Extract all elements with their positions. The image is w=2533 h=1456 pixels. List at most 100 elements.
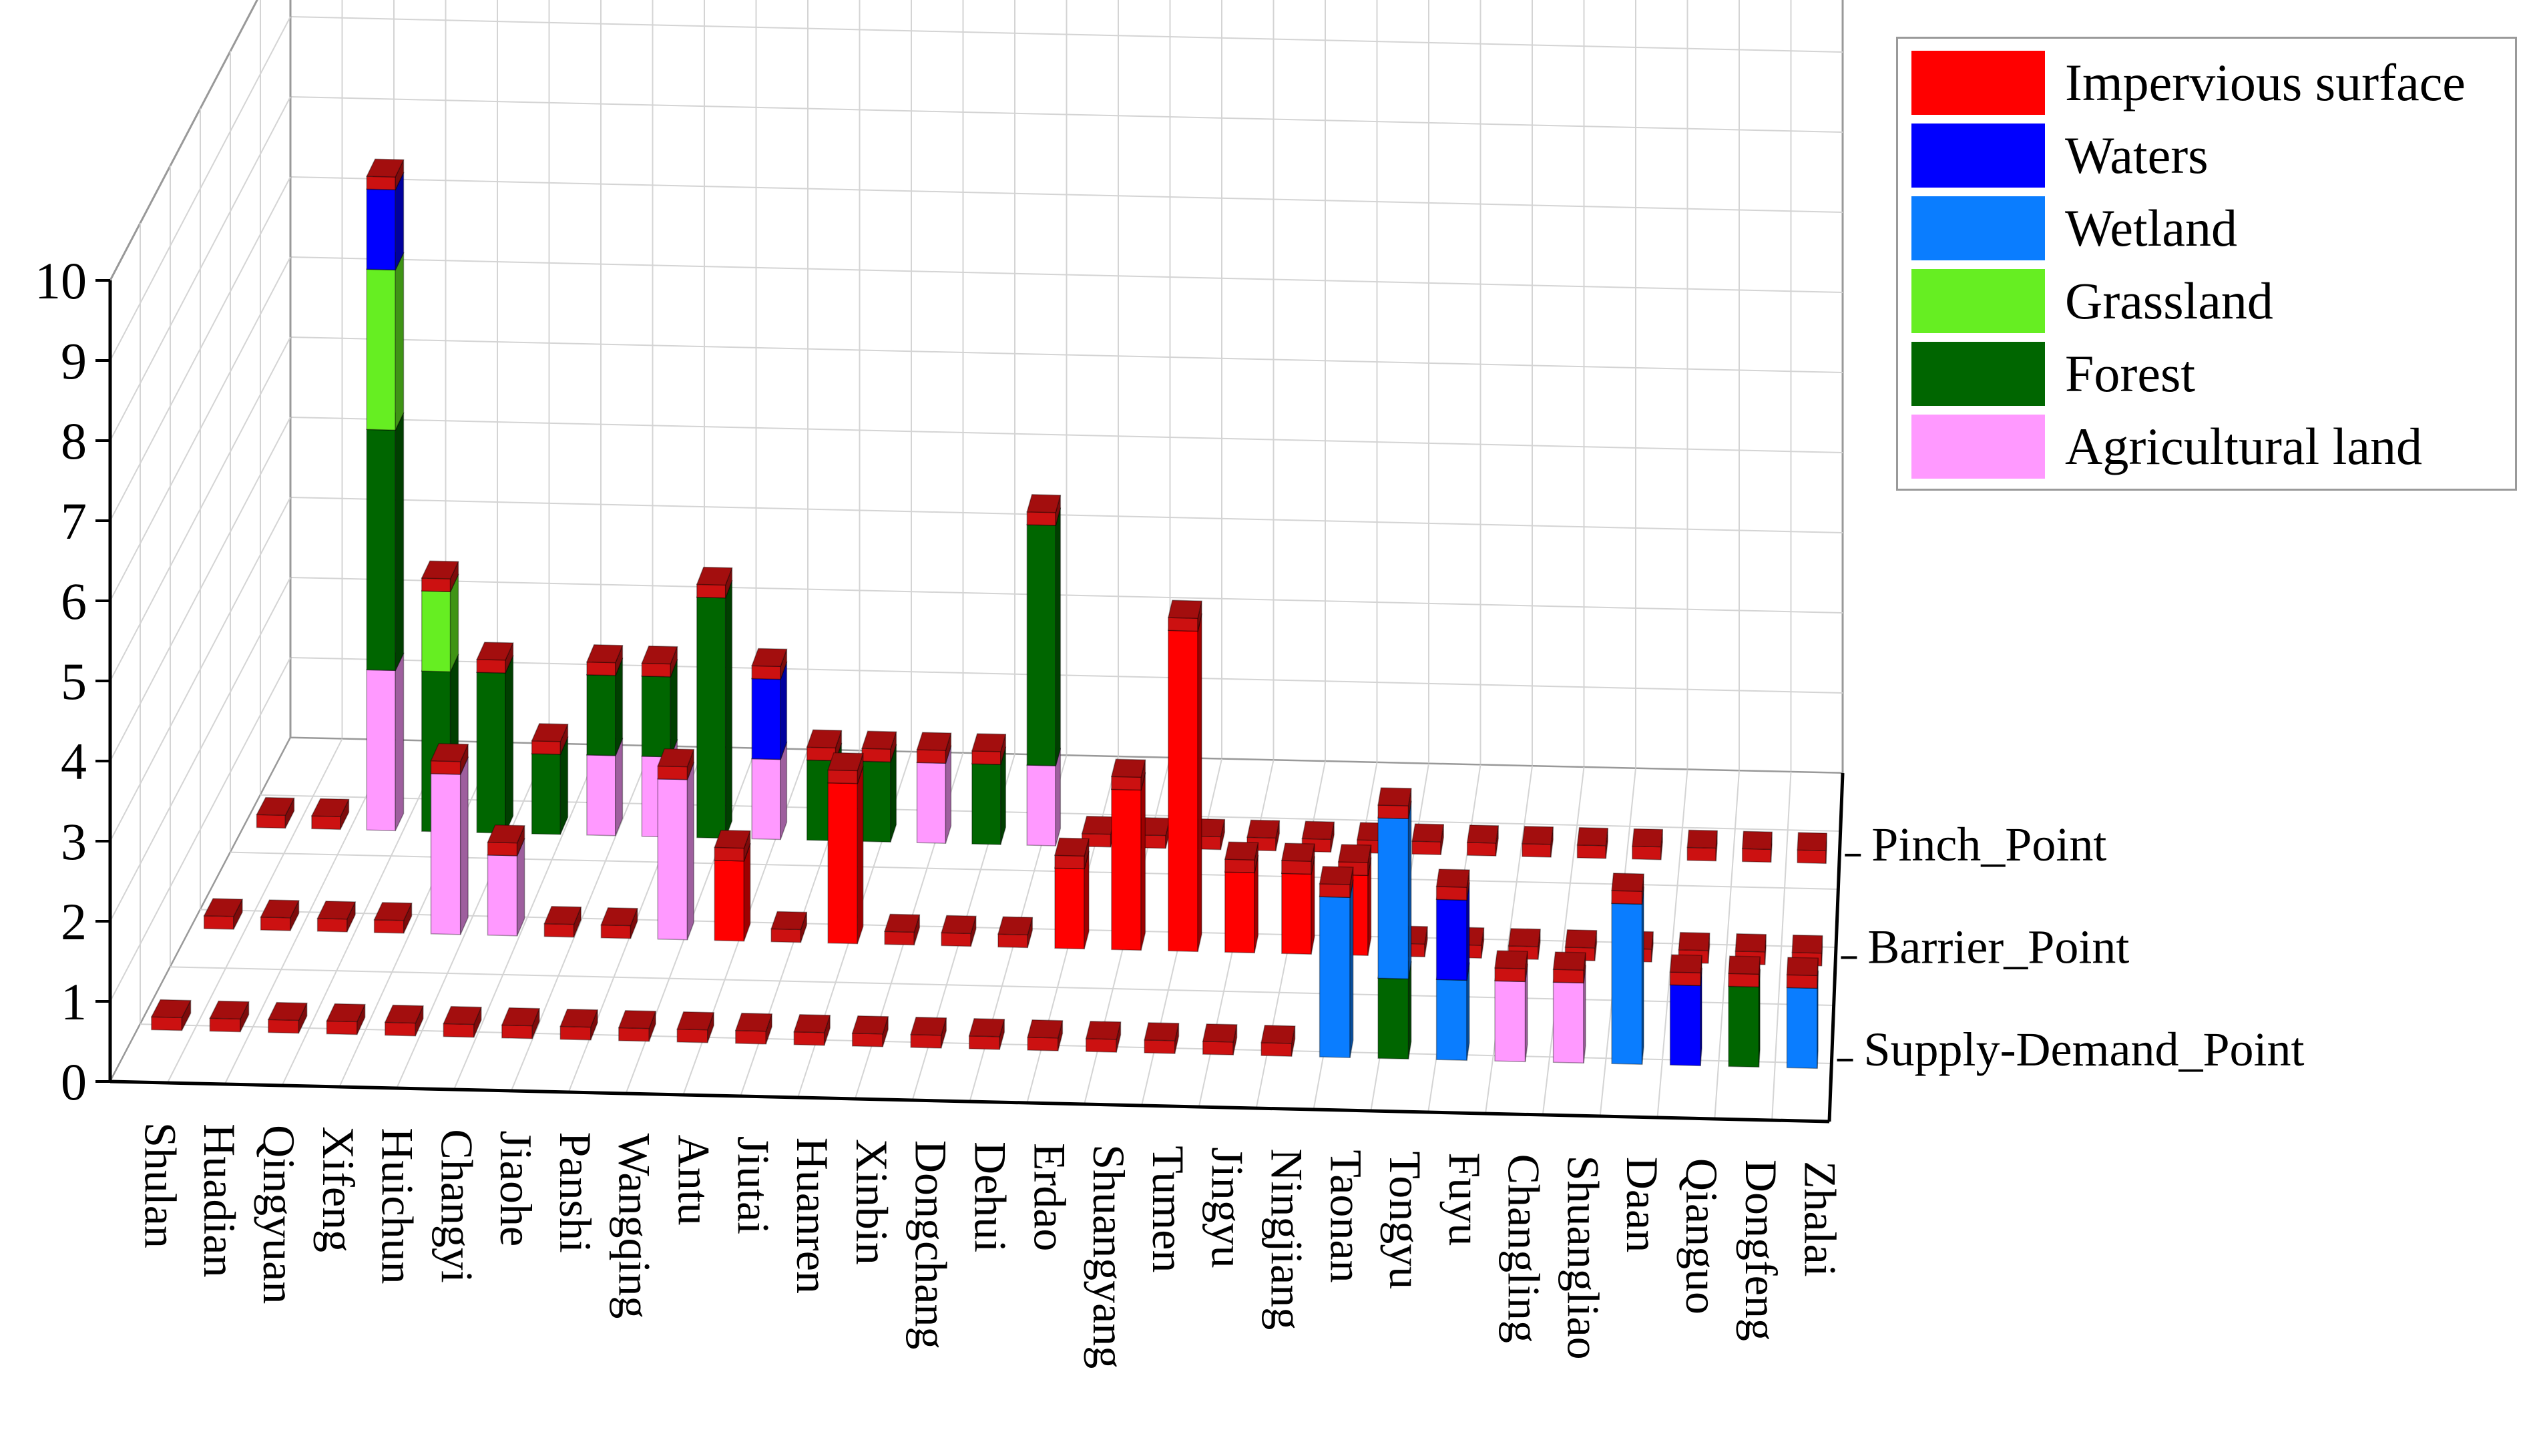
legend-item: Forest (1911, 342, 2512, 406)
bar-cap-marker (941, 915, 977, 947)
bar-cap-marker (203, 898, 244, 930)
bar-cap-marker (443, 1005, 482, 1038)
back-wall-hgrid (290, 96, 1843, 133)
category-label: Shuangliao (1558, 1156, 1608, 1360)
bar-cap-marker (1669, 954, 1702, 987)
category-label: Huichun (373, 1128, 423, 1284)
row-label: Supply-Demand_Point (1864, 1023, 2305, 1076)
legend-item: Wetland (1911, 196, 2512, 260)
category-label: Shuangyang (1084, 1144, 1134, 1369)
bar-cap-marker (1377, 787, 1412, 819)
bar-segment (1110, 771, 1146, 951)
bar-cap-marker (487, 824, 525, 857)
legend-item: Agricultural land (1911, 415, 2512, 479)
z-tick-label: 5 (61, 652, 87, 710)
back-wall-hgrid (290, 336, 1843, 373)
bar-cap-marker (476, 642, 514, 674)
legend-item: Waters (1911, 124, 2512, 188)
category-label: Jingyu (1202, 1147, 1253, 1268)
bar-segment (1026, 507, 1062, 766)
legend-label: Waters (2065, 126, 2209, 184)
bar-cap-marker (676, 1011, 715, 1043)
category-label: Antu (669, 1135, 720, 1226)
category-label: Changling (1499, 1154, 1550, 1343)
bar-cap-marker (260, 899, 300, 931)
left-wall-grid (109, 0, 292, 1082)
z-tick-label: 7 (61, 492, 87, 550)
bar-segment (1611, 885, 1644, 1065)
bar-cap-marker (657, 748, 695, 780)
bar-cap-marker (1686, 829, 1718, 862)
bar-segment (476, 654, 514, 834)
back-wall-hgrid (290, 577, 1843, 614)
bar-cap-marker (861, 730, 897, 763)
row-label: Barrier_Point (1867, 920, 2129, 973)
bar-cap-marker (971, 733, 1007, 765)
bar-cap-marker (641, 645, 678, 678)
z-tick-label: 0 (61, 1053, 87, 1111)
category-label: Fuyu (1439, 1153, 1490, 1246)
bar-cap-marker (1026, 494, 1062, 526)
z-tick-label: 1 (61, 973, 87, 1031)
bar-segment (430, 756, 469, 935)
bar-cap-marker (910, 1017, 947, 1049)
bar-cap-marker (1797, 832, 1827, 865)
back-wall-hgrid (290, 176, 1843, 213)
legend-swatch (1911, 51, 2045, 115)
bar-cap-marker (1435, 869, 1470, 901)
bar-cap-marker (209, 1000, 250, 1033)
bar-cap-marker (1494, 950, 1528, 983)
back-wall-hgrid (290, 256, 1843, 293)
bar-segment (366, 652, 405, 832)
bar-cap-marker (1466, 824, 1500, 857)
category-label: Dehui (965, 1142, 1016, 1252)
bar-cap-marker (531, 723, 569, 755)
bar-cap-marker (968, 1018, 1005, 1050)
bar-segment (657, 761, 695, 941)
labels-layer: Supply-Demand_Point Barrier_Point Pinch_Po… (135, 818, 2304, 1369)
z-tick-label: 9 (61, 332, 87, 390)
bar-cap-marker (1144, 1022, 1180, 1054)
bar-cap-marker (373, 902, 413, 934)
category-label: Zhalai (1795, 1161, 1846, 1277)
bar-cap-marker (150, 999, 192, 1031)
category-label: Ningjiang (1261, 1148, 1312, 1330)
bar-segment (366, 411, 405, 672)
z-tick-label: 10 (35, 252, 87, 310)
bar-cap-marker (1728, 955, 1761, 988)
bar-cap-marker (421, 560, 459, 592)
bar-cap-marker (793, 1014, 831, 1046)
bar-segment (696, 579, 733, 839)
row-label: Pinch_Point (1871, 818, 2106, 871)
legend-label: Agricultural land (2065, 417, 2422, 475)
legend-label: Wetland (2065, 199, 2237, 257)
bar-cap-marker (806, 729, 843, 762)
category-label: Daan (1617, 1157, 1668, 1252)
bar-cap-marker (734, 1012, 773, 1045)
category-label: Huanren (787, 1138, 838, 1294)
legend-label: Forest (2065, 344, 2195, 403)
bar-cap-marker (997, 916, 1033, 949)
bar-cap-marker (384, 1004, 424, 1037)
z-tick-label: 3 (61, 812, 87, 871)
axes: 0 1 2 3 4 5 6 7 8 9 10 (35, 252, 1861, 1124)
bar-cap-marker (1202, 1023, 1238, 1055)
bar-cap-marker (559, 1008, 599, 1041)
bar-cap-marker (1576, 826, 1609, 859)
bar-cap-marker (884, 913, 921, 946)
bar-cap-marker (1260, 1025, 1296, 1057)
category-label: Dongchang (906, 1140, 957, 1349)
bar-cap-marker (310, 798, 350, 830)
legend-label: Grassland (2065, 272, 2273, 330)
bar-segment (1319, 879, 1354, 1058)
bar-segment (366, 251, 405, 431)
category-label: Panshi (550, 1132, 601, 1253)
category-label: Tongyu (1380, 1151, 1431, 1289)
category-label: Shulan (135, 1122, 186, 1248)
bar-cap-marker (1522, 826, 1554, 858)
bar-cap-marker (543, 905, 582, 938)
bar-cap-marker (586, 644, 624, 676)
category-label: Tumen (1143, 1146, 1194, 1272)
bar-cap-marker (501, 1007, 541, 1039)
